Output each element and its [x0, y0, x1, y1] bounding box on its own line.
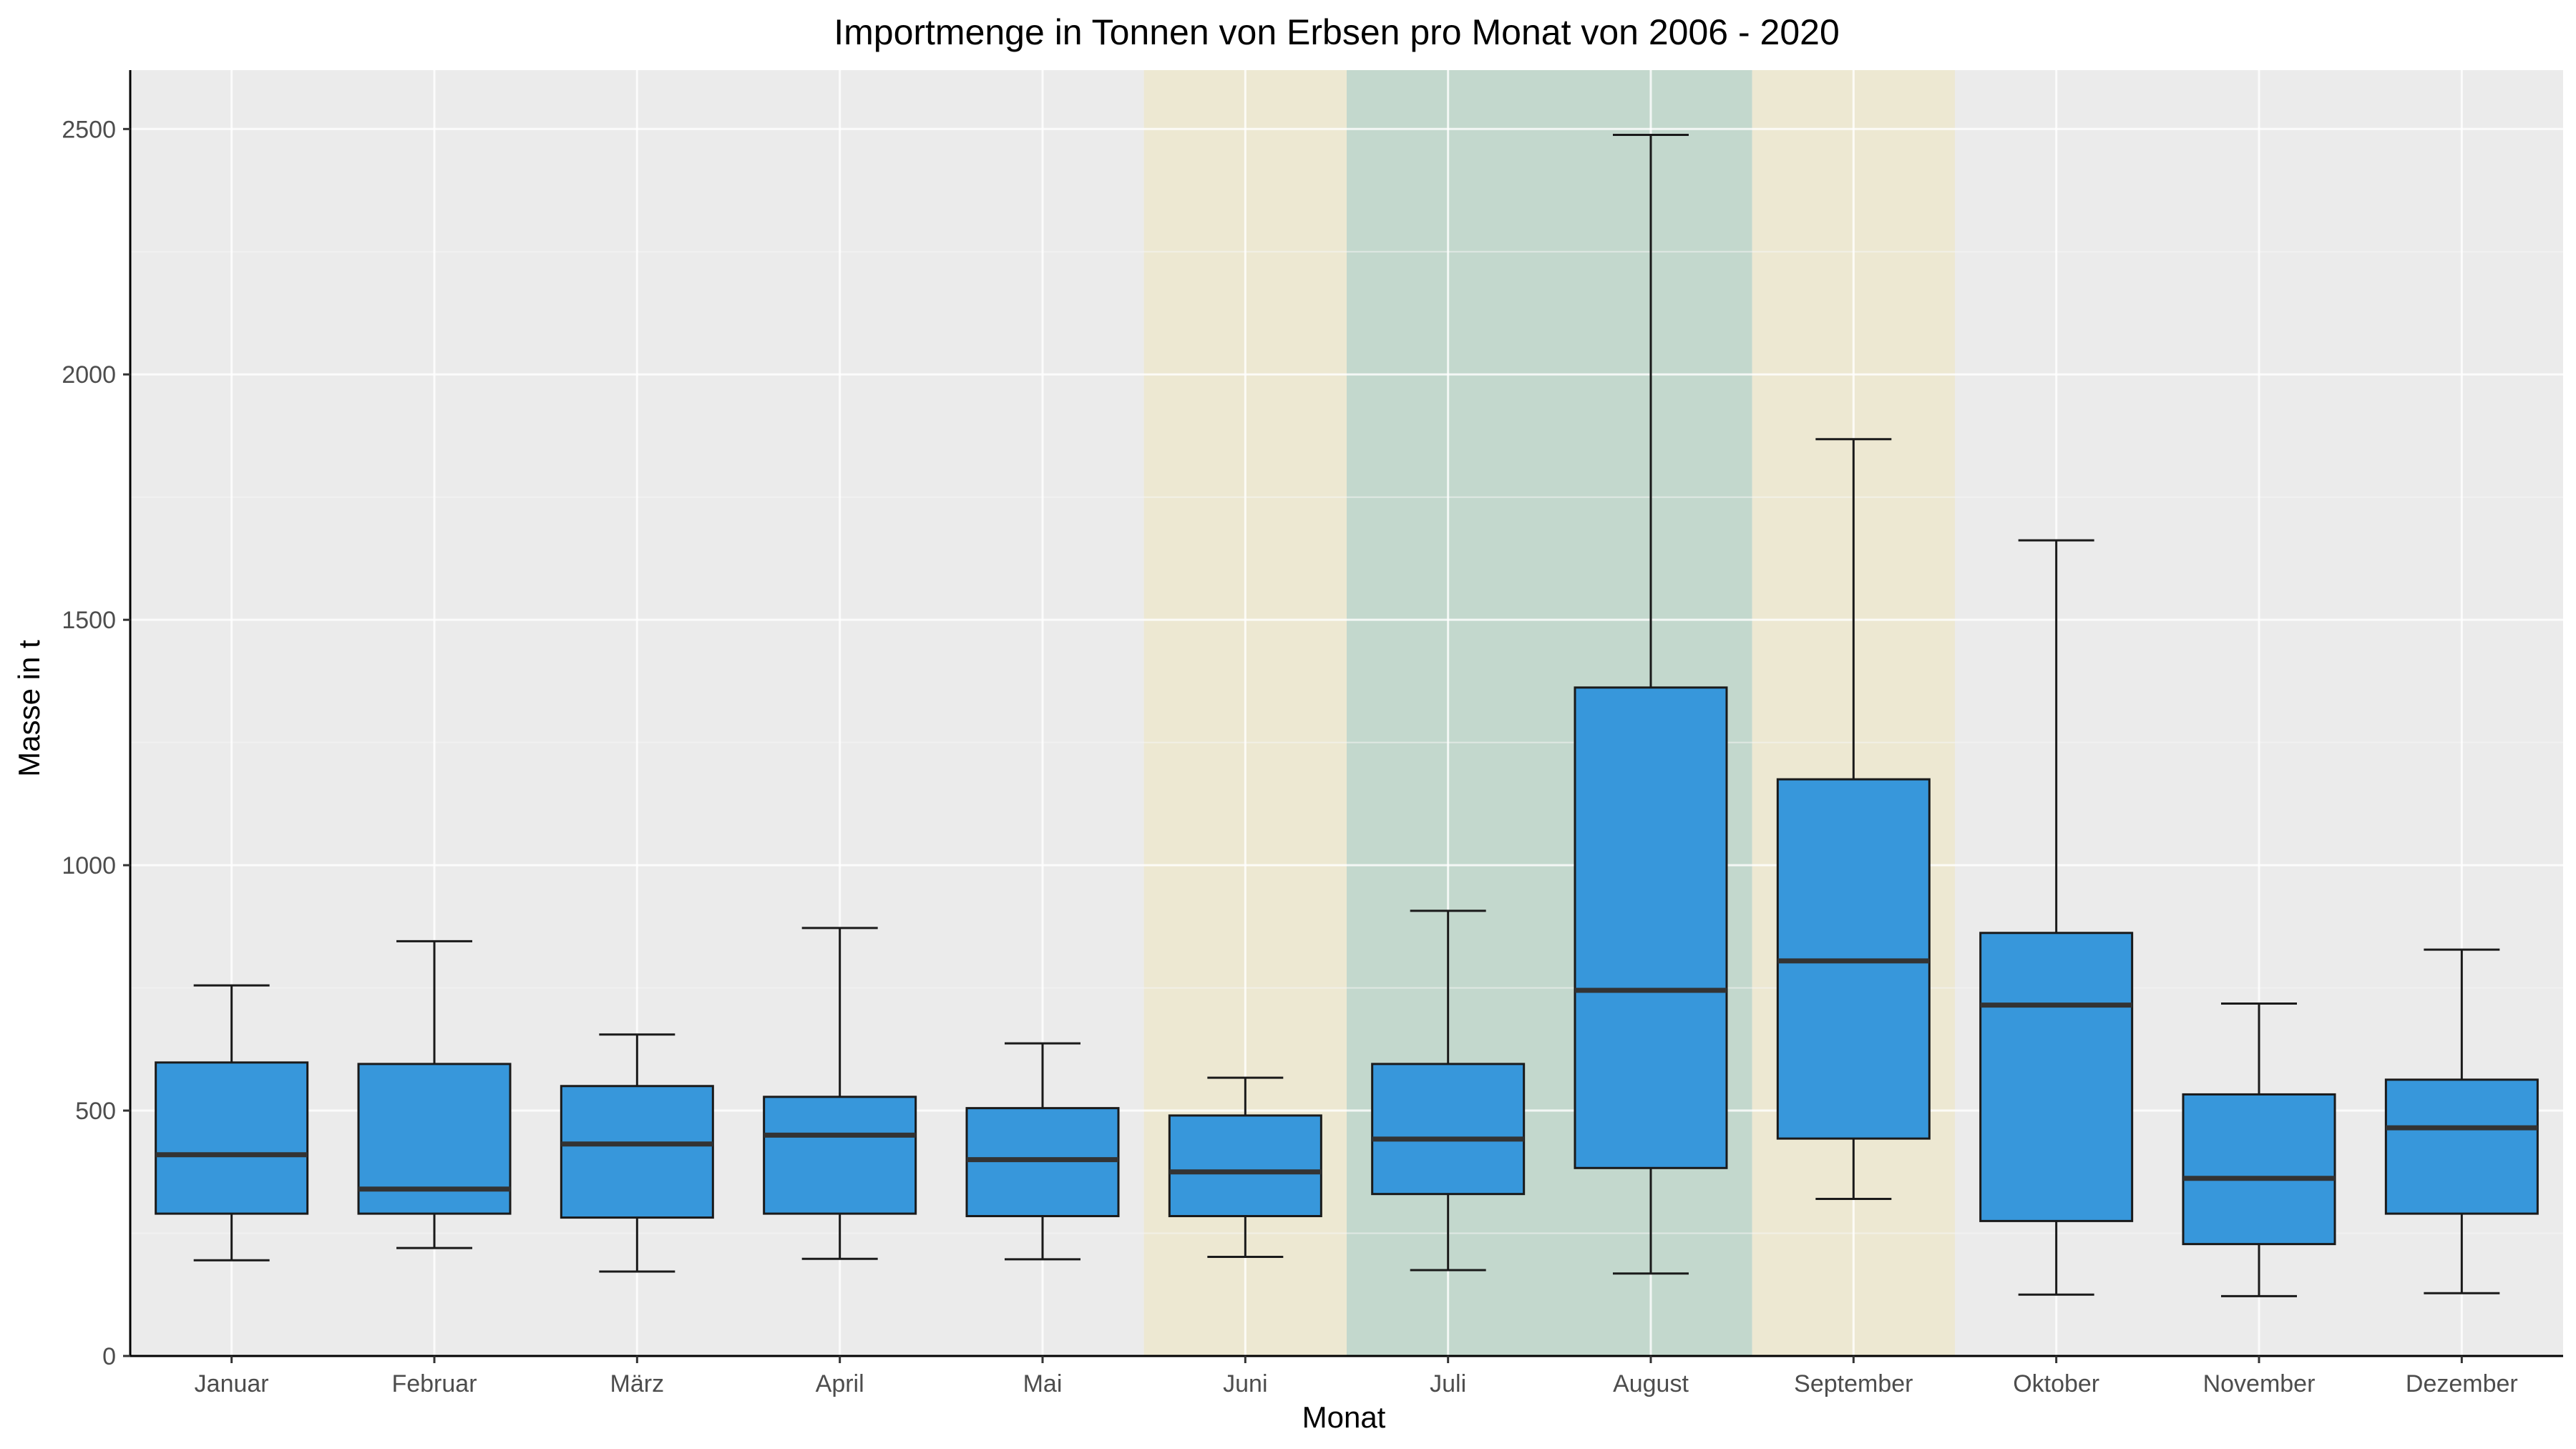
x-tick-label: Dezember	[2406, 1370, 2518, 1397]
box	[560, 1085, 714, 1219]
boxplot-februar	[357, 940, 512, 1249]
x-tick-label: November	[2203, 1370, 2316, 1397]
boxplots	[155, 134, 2539, 1297]
boxplot-september	[1776, 438, 1931, 1201]
box	[1371, 1063, 1526, 1196]
box	[763, 1096, 917, 1215]
boxplot-märz	[560, 1033, 714, 1273]
y-tick-label: 1500	[62, 607, 116, 634]
boxplot-mai	[965, 1042, 1120, 1261]
x-tick-label: Februar	[391, 1370, 477, 1397]
x-tick-label: Mai	[1023, 1370, 1063, 1397]
y-tick-label: 2500	[62, 116, 116, 143]
x-tick-label: Juni	[1223, 1370, 1267, 1397]
y-tick-label: 2000	[62, 361, 116, 389]
x-tick-label: März	[610, 1370, 665, 1397]
x-tick-label: Januar	[195, 1370, 269, 1397]
boxplot-juli	[1371, 909, 1526, 1272]
box	[1168, 1114, 1322, 1218]
boxplot-januar	[155, 984, 309, 1262]
boxplot-juni	[1168, 1076, 1322, 1258]
x-tick-label: April	[816, 1370, 864, 1397]
chart-title: Importmenge in Tonnen von Erbsen pro Mon…	[834, 12, 1840, 52]
boxplot-august	[1574, 134, 1728, 1275]
x-tick-label: September	[1794, 1370, 1913, 1397]
box	[2182, 1093, 2336, 1246]
boxplot-april	[763, 927, 917, 1260]
boxplot-oktober	[1979, 539, 2134, 1296]
box	[155, 1061, 309, 1215]
x-axis-label: Monat	[1302, 1400, 1386, 1434]
x-tick-label: Juli	[1430, 1370, 1466, 1397]
box	[1574, 686, 1728, 1169]
y-tick-label: 0	[102, 1343, 116, 1370]
boxplot-dezember	[2384, 948, 2539, 1294]
y-axis-ticks: 0 500 1000 1500 2000 2500	[62, 116, 130, 1370]
box	[1979, 932, 2134, 1222]
boxplot-november	[2182, 1002, 2336, 1297]
box	[2384, 1078, 2539, 1215]
y-tick-label: 500	[75, 1098, 116, 1125]
y-axis-label: Masse in t	[12, 640, 46, 777]
x-tick-label: Oktober	[2013, 1370, 2099, 1397]
axes	[129, 70, 2563, 1357]
x-axis-ticks: Januar Februar März April Mai Juni Juli August S…	[195, 1356, 2518, 1397]
x-tick-label: August	[1613, 1370, 1689, 1397]
y-tick-label: 1000	[62, 852, 116, 879]
